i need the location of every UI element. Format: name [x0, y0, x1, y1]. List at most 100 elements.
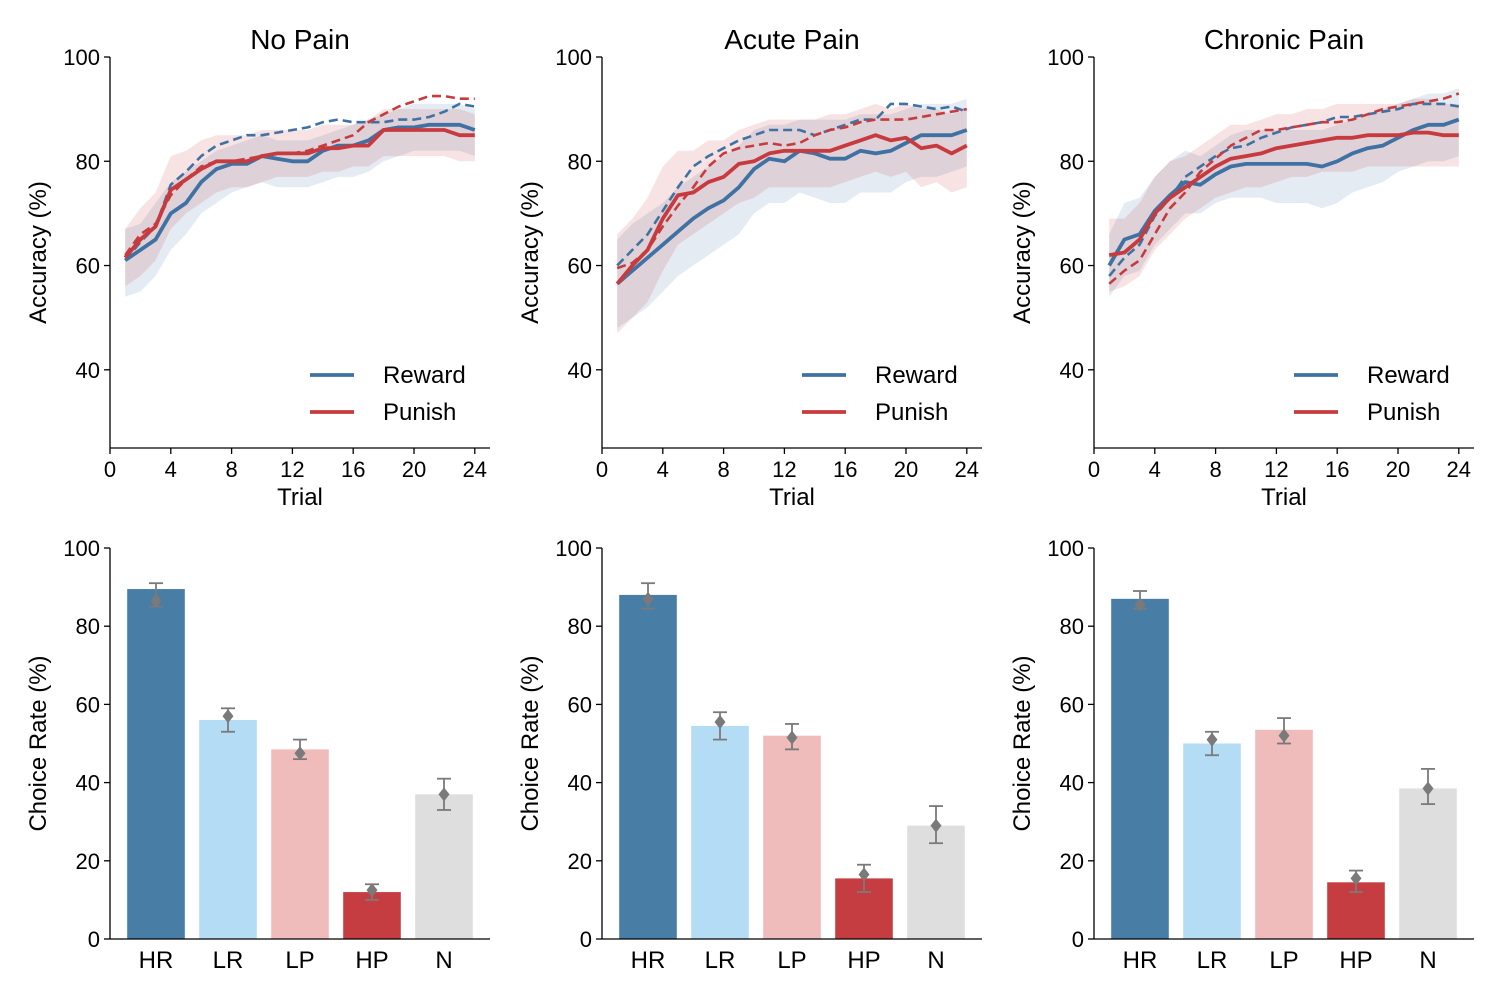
category-label: HR: [139, 947, 174, 974]
choice-rate-panel-2: 0 20 40 60 80 100 Choice Rate (%) HR LR LP HP N: [517, 536, 982, 974]
bar: [691, 725, 749, 939]
legend-label: Reward: [1367, 362, 1450, 389]
legend-label: Reward: [383, 362, 466, 389]
x-tick-label: 0: [1088, 457, 1100, 482]
y-axis-label: Accuracy (%): [517, 181, 544, 324]
bar: [1111, 598, 1169, 939]
y-axis-label: Choice Rate (%): [1009, 655, 1036, 831]
legend-label: Punish: [1367, 399, 1440, 426]
x-tick-label: 16: [341, 457, 365, 482]
bar: [763, 735, 821, 939]
dashed-series-line: [1108, 92, 1460, 285]
series-line: [1108, 130, 1459, 257]
mean-marker: [1134, 597, 1146, 612]
bar: [1183, 743, 1241, 939]
mean-marker: [714, 714, 726, 729]
y-tick-label: 100: [555, 45, 592, 70]
y-tick-label: 40: [568, 771, 592, 796]
x-tick-label: 8: [1209, 457, 1221, 482]
y-tick-label: 60: [1060, 254, 1084, 279]
x-tick-label: 24: [1447, 457, 1471, 482]
y-tick-label: 40: [1060, 358, 1084, 383]
dashed-series-line: [124, 94, 475, 256]
mean-marker: [930, 818, 942, 833]
y-tick-label: 80: [568, 149, 592, 174]
y-tick-label: 80: [76, 614, 100, 639]
y-tick-label: 20: [568, 849, 592, 874]
legend: Reward Punish: [802, 362, 958, 426]
category-label: HP: [355, 947, 388, 974]
category-label: HR: [1123, 947, 1158, 974]
panel-title: Acute Pain: [724, 24, 859, 55]
panel-title: Chronic Pain: [1204, 24, 1364, 55]
mean-marker: [1206, 732, 1218, 747]
y-tick-label: 40: [76, 358, 100, 383]
dashed-series-line: [124, 102, 476, 262]
y-tick-label: 20: [76, 849, 100, 874]
category-label: HP: [1339, 947, 1372, 974]
y-axis-label: Accuracy (%): [25, 181, 52, 324]
y-tick-label: 0: [1072, 927, 1084, 952]
x-axis-label: Trial: [769, 484, 815, 511]
x-tick-label: 4: [657, 457, 669, 482]
legend-label: Reward: [875, 362, 958, 389]
choice-rate-panel-1: 0 20 40 60 80 100 Choice Rate (%) HR LR LP HP N: [25, 536, 490, 974]
x-tick-label: 16: [1325, 457, 1349, 482]
mean-marker: [150, 593, 162, 608]
mean-marker: [294, 746, 306, 761]
y-tick-label: 100: [1047, 536, 1084, 561]
mean-marker: [222, 709, 234, 724]
x-axis-label: Trial: [1261, 484, 1307, 511]
x-tick-label: 16: [833, 457, 857, 482]
choice-rate-panel-3: 0 20 40 60 80 100 Choice Rate (%) HR LR LP HP N: [1009, 536, 1474, 974]
category-label: LP: [285, 947, 314, 974]
x-tick-label: 4: [1149, 457, 1161, 482]
mean-marker: [1278, 728, 1290, 743]
y-tick-label: 80: [568, 614, 592, 639]
accuracy-panel-2: Acute Pain 40 60 80 100 Accuracy (%) 0 4 8 12 16 20…: [517, 24, 982, 511]
legend: Reward Punish: [1294, 362, 1450, 426]
confidence-band: [1109, 88, 1459, 297]
category-label: LP: [777, 947, 806, 974]
y-tick-label: 100: [1047, 45, 1084, 70]
category-label: LR: [213, 947, 244, 974]
confidence-band: [125, 109, 475, 287]
panel-title: No Pain: [250, 24, 350, 55]
y-axis-label: Accuracy (%): [1009, 181, 1036, 324]
x-tick-label: 8: [225, 457, 237, 482]
y-tick-label: 60: [76, 254, 100, 279]
mean-marker: [366, 883, 378, 898]
y-tick-label: 60: [76, 692, 100, 717]
x-tick-label: 4: [165, 457, 177, 482]
y-axis-label: Choice Rate (%): [25, 655, 52, 831]
category-label: N: [435, 947, 452, 974]
mean-marker: [786, 730, 798, 745]
category-label: LR: [1197, 947, 1228, 974]
legend-label: Punish: [383, 399, 456, 426]
x-tick-label: 20: [1386, 457, 1410, 482]
series-line: [615, 133, 968, 286]
confidence-band: [617, 98, 967, 329]
y-tick-label: 40: [76, 771, 100, 796]
bar: [1255, 729, 1313, 939]
mean-marker: [438, 787, 450, 802]
category-label: LP: [1269, 947, 1298, 974]
x-tick-label: 0: [596, 457, 608, 482]
series-line: [124, 122, 476, 262]
y-tick-label: 60: [568, 254, 592, 279]
x-tick-label: 12: [1264, 457, 1288, 482]
confidence-band: [617, 103, 967, 334]
legend: Reward Punish: [310, 362, 466, 426]
y-tick-label: 100: [555, 536, 592, 561]
category-label: LR: [705, 947, 736, 974]
y-axis-label: Choice Rate (%): [517, 655, 544, 831]
dashed-series-line: [616, 107, 968, 270]
y-tick-label: 80: [76, 149, 100, 174]
y-tick-label: 0: [580, 927, 592, 952]
bar: [415, 794, 473, 939]
y-tick-label: 20: [1060, 849, 1084, 874]
y-tick-label: 100: [63, 536, 100, 561]
bar: [127, 589, 185, 939]
y-tick-label: 40: [1060, 771, 1084, 796]
